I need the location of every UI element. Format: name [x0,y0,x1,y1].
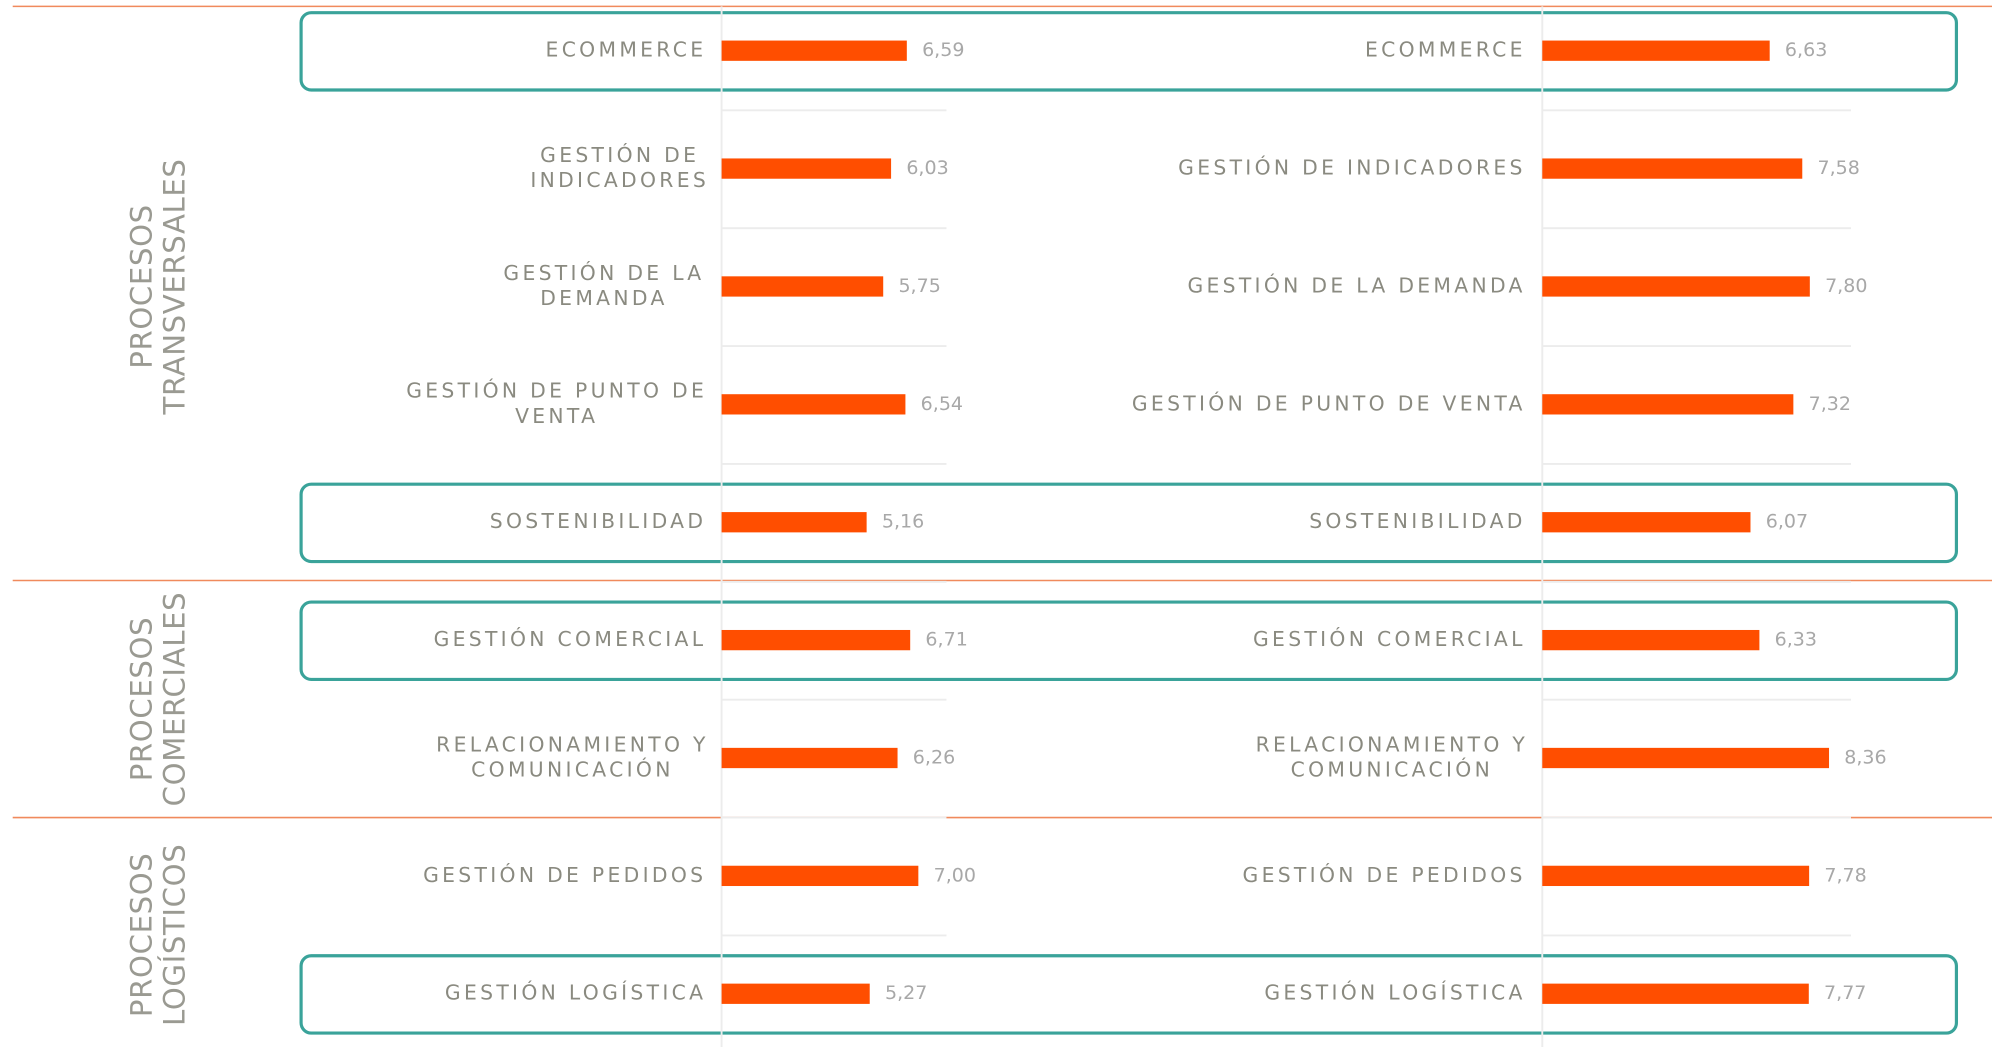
bar [1542,276,1810,297]
bar [721,983,870,1004]
value-label: 6,03 [906,157,948,179]
category-label: RELACIONAMIENTO Y COMUNICACIÓN [1256,732,1529,781]
category-label: ECOMMERCE [546,38,707,62]
value-label: 6,26 [913,747,955,769]
bar [721,276,884,297]
category-label: GESTIÓN DE INDICADORES [530,142,709,192]
group-label: PROCESOSLOGÍSTICOS [125,844,192,1026]
highlight-box [299,11,1959,92]
bar [721,158,892,179]
bar [1542,983,1809,1004]
bar [721,512,867,533]
bar [1542,747,1830,769]
value-label: 6,54 [921,393,963,415]
category-label: SOSTENIBILIDAD [1309,509,1526,533]
category-label: SOSTENIBILIDAD [490,509,707,533]
value-label: 6,33 [1775,629,1817,651]
category-label: GESTIÓN DE LA DEMANDA [1187,272,1525,297]
value-label: 5,75 [898,275,940,297]
category-label: GESTIÓN LOGÍSTICA [1264,980,1525,1005]
bar [1542,394,1794,415]
category-label: GESTIÓN COMERCIAL [1253,626,1526,651]
category-label: GESTIÓN DE LA DEMANDA [503,260,704,310]
value-label: 7,80 [1825,275,1867,297]
category-label: ECOMMERCE [1365,38,1526,62]
category-label: GESTIÓN COMERCIAL [434,626,707,651]
highlight-box [299,482,1959,564]
category-label: GESTIÓN DE PEDIDOS [1243,862,1526,887]
bar [721,747,898,769]
bar [721,394,906,415]
value-label: 7,77 [1824,982,1866,1004]
category-label: GESTIÓN DE PUNTO DE VENTA [1132,390,1526,415]
value-label: 5,16 [882,511,924,533]
value-label: 8,36 [1844,747,1886,769]
value-label: 7,58 [1818,157,1860,179]
bar [721,865,919,887]
value-label: 6,71 [925,629,967,651]
category-label: GESTIÓN DE INDICADORES [1178,155,1526,180]
value-label: 7,78 [1824,864,1866,886]
category-label: GESTIÓN DE PUNTO DE VENTA [406,378,707,428]
group-label: PROCESOSCOMERCIALES [125,592,192,807]
highlight-box [299,954,1959,1035]
value-label: 7,00 [934,864,976,886]
bar [721,40,907,61]
group-label: PROCESOSTRANSVERSALES [125,158,192,415]
bar [1542,158,1803,179]
value-label: 6,63 [1785,39,1827,61]
bar [1542,40,1770,61]
highlight-box [299,600,1959,681]
bar [1542,512,1751,533]
category-label: RELACIONAMIENTO Y COMUNICACIÓN [436,732,709,781]
bar [721,629,911,651]
bar [1542,865,1810,887]
value-label: 6,07 [1766,511,1808,533]
category-label: GESTIÓN LOGÍSTICA [445,980,706,1005]
value-label: 6,59 [922,39,964,61]
bar [1542,629,1760,651]
category-label: GESTIÓN DE PEDIDOS [423,862,706,887]
value-label: 5,27 [885,982,927,1004]
value-label: 7,32 [1809,393,1851,415]
